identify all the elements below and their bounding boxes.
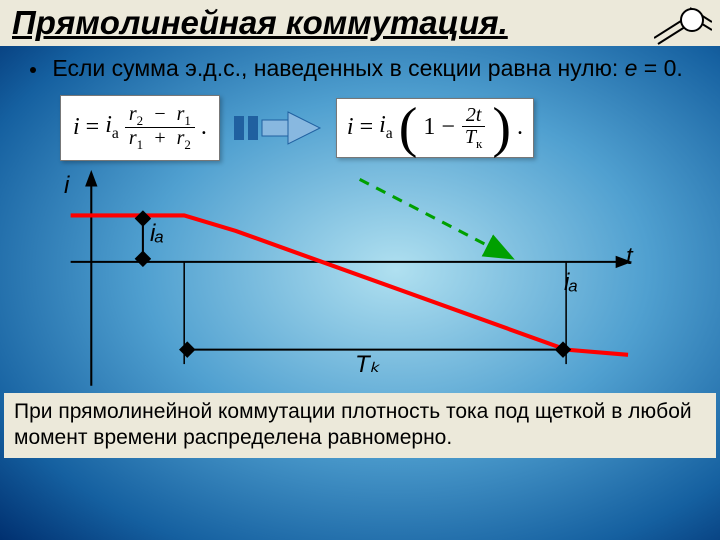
eq-left-num-b-sub: 1: [184, 113, 191, 128]
x-axis-label: t: [626, 243, 633, 271]
equation-row: i = ia r2 − r1 r1 + r2 .: [0, 91, 720, 165]
eq-left-coeff-sub: a: [112, 125, 119, 142]
eq-right-coeff: i: [379, 112, 386, 138]
eq-right-den-sub: к: [476, 136, 482, 151]
bullet-var: e: [625, 55, 638, 81]
ia-label-top: iₐ: [150, 220, 164, 248]
eq-right-den: T: [465, 126, 476, 148]
eq-left-den-a-sub: 1: [137, 137, 144, 152]
eq-right-tail: .: [517, 114, 523, 141]
eq-left-den-b-sub: 2: [184, 137, 191, 152]
eq-left-tail: .: [201, 114, 207, 141]
eq-left-lhs: i: [73, 114, 80, 141]
bullet-before: Если сумма э.д.с., наведенных в секции р…: [52, 55, 624, 81]
bullet-dot-icon: [30, 67, 36, 73]
eq-right-minus: −: [441, 114, 455, 141]
eq-right-coeff-sub: a: [386, 125, 393, 142]
ia-label-bottom: iₐ: [564, 269, 578, 297]
page-title: Прямолинейная коммутация.: [12, 4, 708, 42]
eq-right-num: 2t: [462, 105, 486, 127]
eq-left-num-a-sub: 2: [137, 113, 144, 128]
title-panel: Прямолинейная коммутация.: [0, 0, 720, 46]
title-decoration-icon: [654, 2, 712, 46]
eq-left-den-a: r: [129, 127, 137, 149]
y-axis-label: i: [64, 172, 69, 200]
eq-left-num-a: r: [129, 103, 137, 125]
bullet-text: Если сумма э.д.с., наведенных в секции р…: [0, 46, 720, 91]
equation-right: i = ia ( 1 − 2t Tк ) .: [336, 98, 534, 158]
commutation-chart: i t iₐ iₐ Tₖ: [50, 169, 690, 389]
implies-arrow-icon: [234, 108, 322, 148]
green-dashed-arrow: [360, 179, 510, 256]
eq-left-coeff: i: [105, 112, 112, 138]
tk-label: Tₖ: [355, 350, 380, 379]
equation-left: i = ia r2 − r1 r1 + r2 .: [60, 95, 220, 161]
bullet-after: = 0.: [637, 55, 682, 81]
eq-right-lhs: i: [347, 114, 354, 141]
eq-right-one: 1: [423, 114, 435, 141]
bottom-note: При прямолинейной коммутации плотность т…: [4, 393, 716, 458]
